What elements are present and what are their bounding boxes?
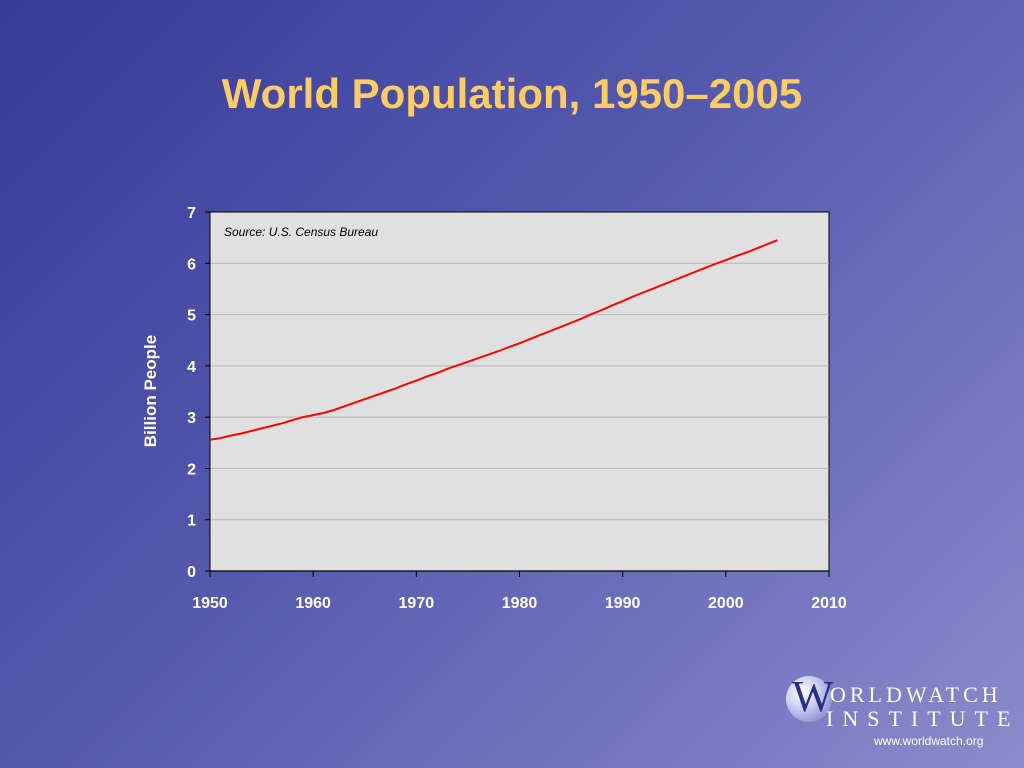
- x-tick-label: 1960: [295, 595, 331, 612]
- y-axis-ticks: 0 1 2 3 4 5 6 7: [187, 205, 210, 581]
- logo-text-line1: ORLDWATCH: [830, 682, 1002, 707]
- y-tick-label: 6: [187, 256, 196, 273]
- y-axis-label: Billion People: [141, 335, 160, 447]
- logo-url: www.worldwatch.org: [874, 734, 984, 748]
- y-tick-label: 7: [187, 205, 196, 222]
- logo-text-line2: INSTITUTE: [826, 706, 1020, 731]
- x-axis-ticks: 1950 1960 1970 1980 1990 2000 2010: [192, 571, 847, 612]
- x-tick-label: 1990: [605, 595, 641, 612]
- x-tick-label: 2010: [811, 595, 847, 612]
- x-tick-label: 1950: [192, 595, 228, 612]
- x-tick-label: 2000: [708, 595, 744, 612]
- y-tick-label: 5: [187, 308, 196, 325]
- source-annotation: Source: U.S. Census Bureau: [224, 225, 378, 239]
- y-tick-label: 1: [187, 513, 196, 530]
- plot-area: [209, 211, 830, 572]
- x-tick-label: 1980: [502, 595, 538, 612]
- slide-title: World Population, 1950–2005: [221, 70, 803, 117]
- x-tick-label: 1970: [399, 595, 435, 612]
- y-tick-label: 4: [187, 359, 196, 376]
- gridlines: [210, 262, 829, 521]
- y-tick-label: 0: [187, 564, 196, 581]
- y-tick-label: 2: [187, 461, 196, 478]
- population-series-line: [209, 239, 778, 441]
- globe-icon: [786, 676, 832, 722]
- logo-letter: W: [792, 672, 834, 721]
- worldwatch-logo: W ORLDWATCH INSTITUTE www.worldwatch.org: [786, 672, 1016, 752]
- y-tick-label: 3: [187, 410, 196, 427]
